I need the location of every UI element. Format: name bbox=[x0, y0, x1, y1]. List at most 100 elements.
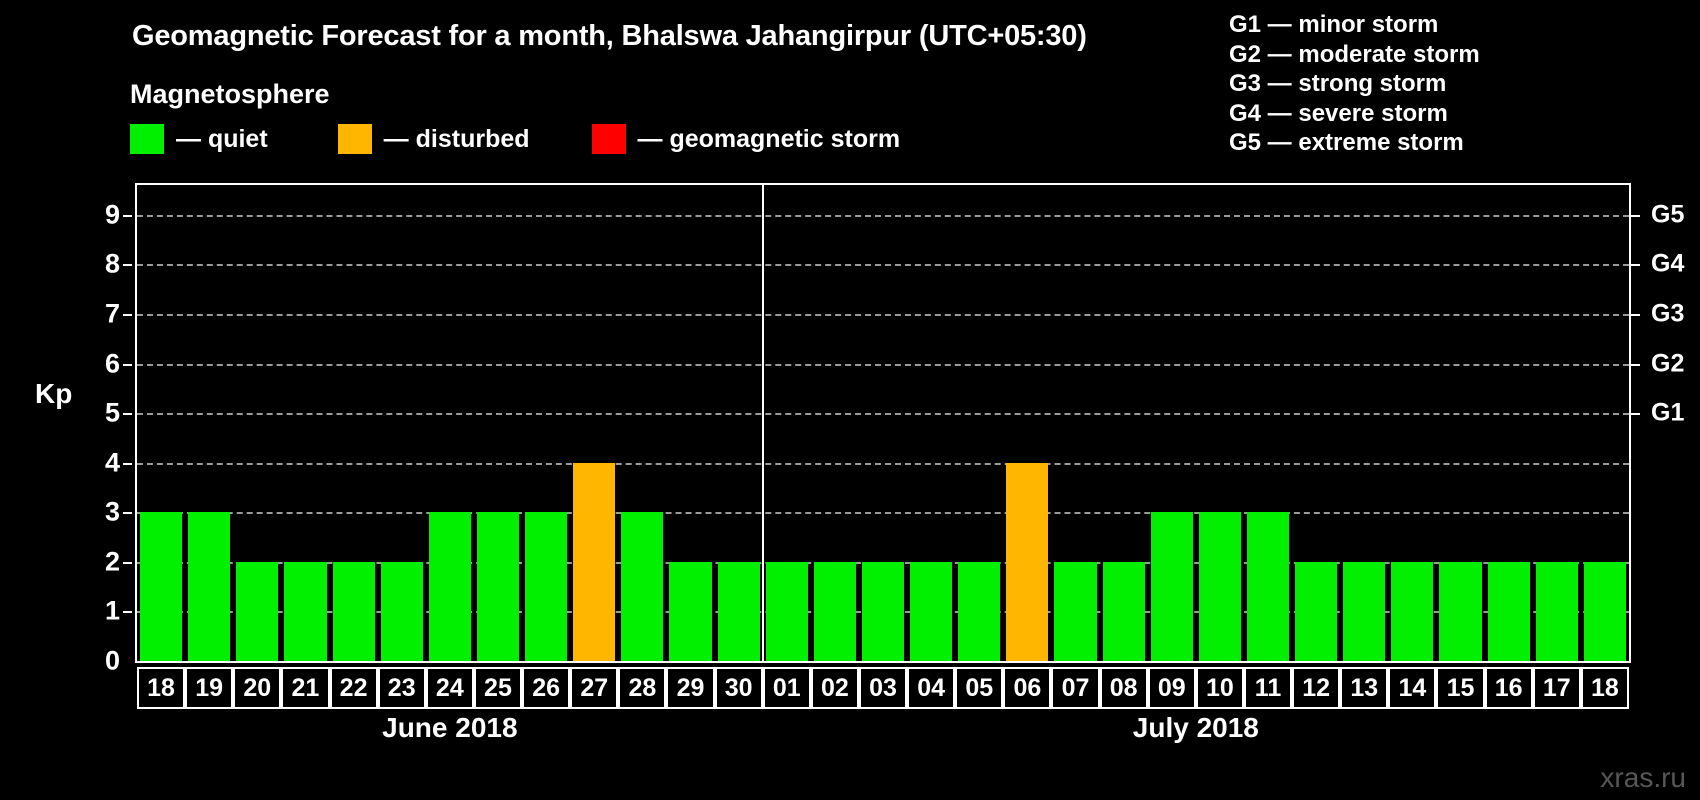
bar-june-27 bbox=[573, 462, 616, 661]
day-label-june-22[interactable]: 22 bbox=[329, 667, 378, 709]
legend-swatch-quiet-icon bbox=[130, 124, 164, 154]
kp-tick-mark-9 bbox=[123, 214, 132, 217]
kp-tick-mark-5 bbox=[123, 413, 132, 416]
plot-inner bbox=[137, 185, 1629, 661]
day-label-july-04[interactable]: 04 bbox=[907, 667, 956, 709]
day-label-july-15[interactable]: 15 bbox=[1436, 667, 1485, 709]
legend-item-disturbed: — disturbed bbox=[337, 124, 530, 154]
bar-june-26 bbox=[525, 512, 568, 661]
chart-header: Geomagnetic Forecast for a month, Bhalsw… bbox=[0, 0, 1700, 168]
bar-july-09 bbox=[1150, 512, 1193, 661]
day-label-june-19[interactable]: 19 bbox=[185, 667, 234, 709]
bar-july-07 bbox=[1054, 561, 1097, 661]
day-label-july-03[interactable]: 03 bbox=[858, 667, 908, 709]
day-label-july-11[interactable]: 11 bbox=[1243, 667, 1293, 709]
bar-series bbox=[137, 185, 1629, 661]
bar-july-04 bbox=[910, 561, 953, 661]
month-label-july: July 2018 bbox=[1132, 712, 1259, 743]
day-label-june-21[interactable]: 21 bbox=[281, 667, 330, 709]
month-axis: June 2018 July 2018 bbox=[135, 712, 1631, 758]
g-scale-line-g4: G4 — severe storm bbox=[1229, 99, 1448, 127]
day-label-july-05[interactable]: 05 bbox=[955, 667, 1004, 709]
magnetosphere-legend: — quiet — disturbed — geomagnetic storm bbox=[130, 122, 900, 156]
g-scale-line-g3: G3 — strong storm bbox=[1229, 70, 1447, 97]
day-label-july-12[interactable]: 12 bbox=[1292, 667, 1341, 709]
kp-tick-mark-8 bbox=[123, 264, 132, 267]
bar-june-25 bbox=[476, 512, 520, 661]
kp-tick-mark-2 bbox=[123, 561, 132, 564]
gridline-kp-5 bbox=[137, 413, 1629, 416]
day-label-july-10[interactable]: 10 bbox=[1195, 667, 1244, 709]
day-label-june-26[interactable]: 26 bbox=[522, 667, 571, 709]
g-tick-mark-g2 bbox=[1631, 363, 1640, 366]
kp-tick-label-9: 9 bbox=[104, 199, 120, 230]
kp-tick-label-8: 8 bbox=[104, 248, 120, 279]
bar-july-06 bbox=[1006, 462, 1049, 661]
watermark: xras.ru bbox=[1600, 762, 1686, 793]
gridline-kp-8 bbox=[137, 264, 1629, 267]
day-label-july-08[interactable]: 08 bbox=[1099, 667, 1148, 709]
legend-item-quiet: — quiet bbox=[130, 124, 268, 154]
bar-july-18 bbox=[1583, 561, 1626, 661]
g-scale-axis: G5 G4 G3 G2 G1 bbox=[1631, 183, 1699, 661]
gridline-kp-7 bbox=[137, 313, 1629, 316]
kp-tick-label-7: 7 bbox=[104, 298, 120, 329]
legend-label-quiet: — quiet bbox=[176, 124, 268, 153]
bar-july-05 bbox=[958, 561, 1001, 661]
bar-june-28 bbox=[621, 512, 664, 661]
day-label-july-17[interactable]: 17 bbox=[1532, 667, 1581, 709]
day-label-june-20[interactable]: 20 bbox=[233, 667, 282, 709]
g-tick-label-g1: G1 bbox=[1651, 398, 1685, 427]
bar-july-12 bbox=[1295, 561, 1338, 661]
day-label-july-13[interactable]: 13 bbox=[1340, 667, 1389, 709]
day-label-june-28[interactable]: 28 bbox=[618, 667, 667, 709]
plot-area bbox=[135, 183, 1631, 663]
day-label-july-06[interactable]: 06 bbox=[1003, 667, 1052, 709]
bar-july-10 bbox=[1198, 512, 1241, 661]
day-label-july-14[interactable]: 14 bbox=[1388, 667, 1437, 709]
g-scale-line-g2: G2 — moderate storm bbox=[1229, 40, 1480, 68]
legend-label-disturbed: — disturbed bbox=[383, 124, 530, 153]
month-label-june: June 2018 bbox=[382, 712, 518, 743]
bar-june-23 bbox=[380, 561, 423, 661]
day-label-july-18[interactable]: 18 bbox=[1580, 667, 1629, 709]
day-label-june-30[interactable]: 30 bbox=[714, 667, 763, 709]
g-tick-label-g5: G5 bbox=[1651, 200, 1685, 229]
kp-tick-mark-6 bbox=[123, 363, 132, 366]
day-label-july-09[interactable]: 09 bbox=[1147, 667, 1196, 709]
bar-june-29 bbox=[669, 561, 712, 661]
g-tick-mark-g4 bbox=[1631, 264, 1640, 267]
kp-tick-mark-1 bbox=[123, 611, 132, 614]
bar-june-19 bbox=[188, 512, 231, 661]
day-label-july-01[interactable]: 01 bbox=[762, 667, 811, 709]
kp-tick-label-5: 5 bbox=[104, 397, 120, 428]
day-label-july-02[interactable]: 02 bbox=[810, 667, 859, 709]
bar-july-02 bbox=[813, 561, 856, 661]
bar-july-16 bbox=[1487, 561, 1530, 661]
day-label-june-29[interactable]: 29 bbox=[666, 667, 715, 709]
kp-tick-label-4: 4 bbox=[104, 447, 120, 478]
day-label-june-27[interactable]: 27 bbox=[570, 667, 619, 709]
bar-july-03 bbox=[861, 561, 905, 661]
gridline-kp-9 bbox=[137, 214, 1629, 217]
bar-july-11 bbox=[1246, 512, 1290, 661]
gridline-kp-6 bbox=[137, 363, 1629, 366]
day-label-june-18[interactable]: 18 bbox=[137, 667, 186, 709]
day-label-june-24[interactable]: 24 bbox=[425, 667, 474, 709]
bar-june-18 bbox=[140, 512, 183, 661]
day-label-july-07[interactable]: 07 bbox=[1051, 667, 1100, 709]
kp-tick-mark-3 bbox=[123, 512, 132, 515]
g-scale-line-g1: G1 — minor storm bbox=[1229, 11, 1439, 38]
bar-june-21 bbox=[284, 561, 327, 661]
g-scale-line-g5: G5 — extreme storm bbox=[1229, 129, 1464, 156]
bar-june-30 bbox=[717, 561, 760, 661]
gridline-kp-4 bbox=[137, 462, 1629, 465]
day-label-june-25[interactable]: 25 bbox=[473, 667, 523, 709]
g-scale-legend: G1 — minor storm G2 — moderate storm G3 … bbox=[1229, 10, 1480, 158]
day-label-june-23[interactable]: 23 bbox=[377, 667, 426, 709]
day-label-july-16[interactable]: 16 bbox=[1484, 667, 1533, 709]
legend-swatch-disturbed-icon bbox=[337, 124, 372, 154]
g-tick-label-g3: G3 bbox=[1651, 299, 1685, 328]
bar-june-22 bbox=[332, 561, 375, 661]
day-axis: 18 19 20 21 22 23 24 25 26 27 28 29 30 01 02 03 04 05 06 07… bbox=[135, 667, 1631, 709]
